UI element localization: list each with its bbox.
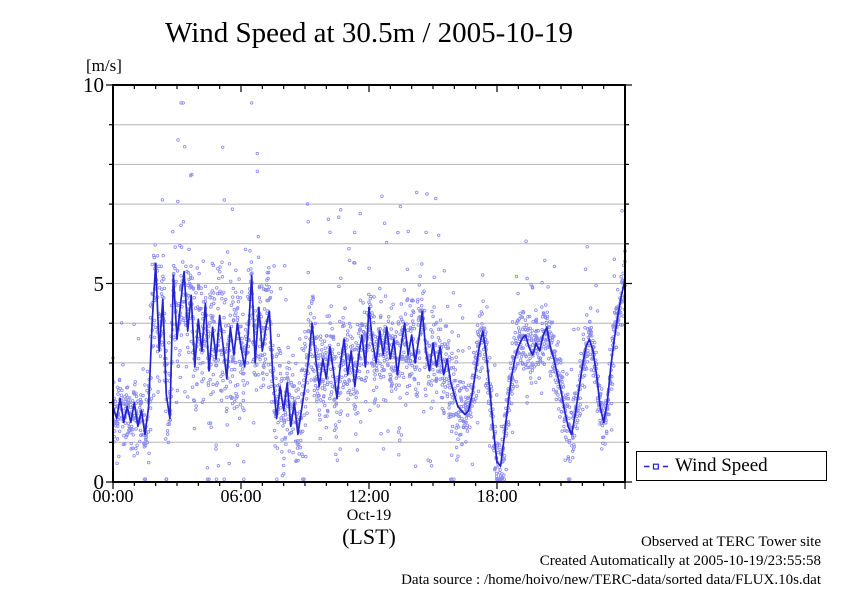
footer-line-observed: Observed at TERC Tower site [640, 534, 821, 550]
x-tick-label: 06:00 [220, 486, 262, 506]
footer-line-created: Created Automatically at 2005-10-19/23:5… [539, 553, 821, 569]
y-tick-label: 10 [83, 73, 104, 97]
y-axis-unit-label: [m/s] [86, 56, 122, 75]
chart-title: Wind Speed at 30.5m / 2005-10-19 [165, 17, 573, 49]
legend-label: Wind Speed [675, 455, 768, 476]
wind-speed-line-marker-icon [644, 463, 668, 470]
x-tick-label: 12:00 [348, 486, 390, 506]
x-tick-label: 18:00 [476, 486, 518, 506]
footer-line-datasource: Data source : /home/hoivo/new/TERC-data/… [401, 572, 821, 588]
x-axis-timezone-label: (LST) [342, 524, 396, 549]
x-tick-label: 00:00 [92, 486, 134, 506]
y-tick-label: 0 [93, 470, 105, 494]
legend-box: Wind Speed [636, 451, 827, 481]
y-tick-label: 5 [93, 271, 105, 296]
x-axis-date-label: Oct-19 [346, 507, 392, 524]
footer-credits: Observed at TERC Tower site Created Auto… [401, 533, 821, 590]
